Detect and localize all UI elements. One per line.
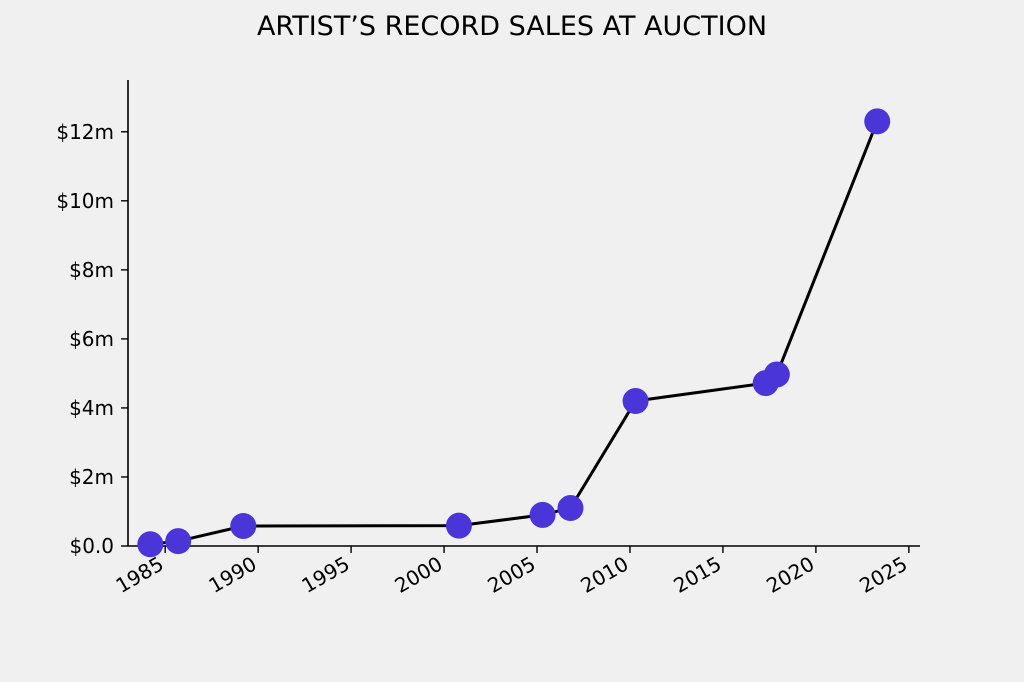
x-tick-label: 2025: [855, 552, 911, 598]
data-point: [557, 495, 584, 522]
y-tick-label: $0.0: [69, 534, 114, 558]
x-tick-label: 2000: [390, 552, 446, 598]
y-tick-label: $12m: [56, 120, 114, 144]
data-point: [445, 512, 472, 539]
axes: [127, 80, 920, 547]
x-tick-label: 1985: [112, 552, 168, 598]
x-tick-label: 2020: [762, 552, 818, 598]
y-tick-label: $6m: [69, 327, 114, 351]
y-tick-label: $4m: [69, 396, 114, 420]
data-point: [864, 108, 891, 135]
x-tick-label: 2015: [669, 552, 725, 598]
x-tick-label: 2010: [576, 552, 632, 598]
x-ticks: 1985 1990 1995 2000 2005 2010 2015 2020 2025: [112, 546, 911, 598]
series-line: [150, 120, 879, 546]
y-tick-label: $8m: [69, 258, 114, 282]
chart-title: ARTIST’S RECORD SALES AT AUCTION: [257, 11, 767, 42]
data-point: [137, 531, 164, 558]
y-tick-label: $10m: [56, 189, 114, 213]
y-ticks: $0.0 $2m $4m $6m $8m $10m $12m: [56, 120, 128, 558]
y-tick-label: $2m: [69, 465, 114, 489]
data-point: [230, 512, 257, 539]
data-point: [763, 361, 790, 388]
data-point: [165, 528, 192, 555]
data-point: [622, 388, 649, 415]
x-tick-label: 1995: [298, 552, 354, 598]
data-point: [529, 501, 556, 528]
x-tick-label: 1990: [205, 552, 261, 598]
data-points: [137, 108, 891, 558]
x-tick-label: 2005: [483, 552, 539, 598]
